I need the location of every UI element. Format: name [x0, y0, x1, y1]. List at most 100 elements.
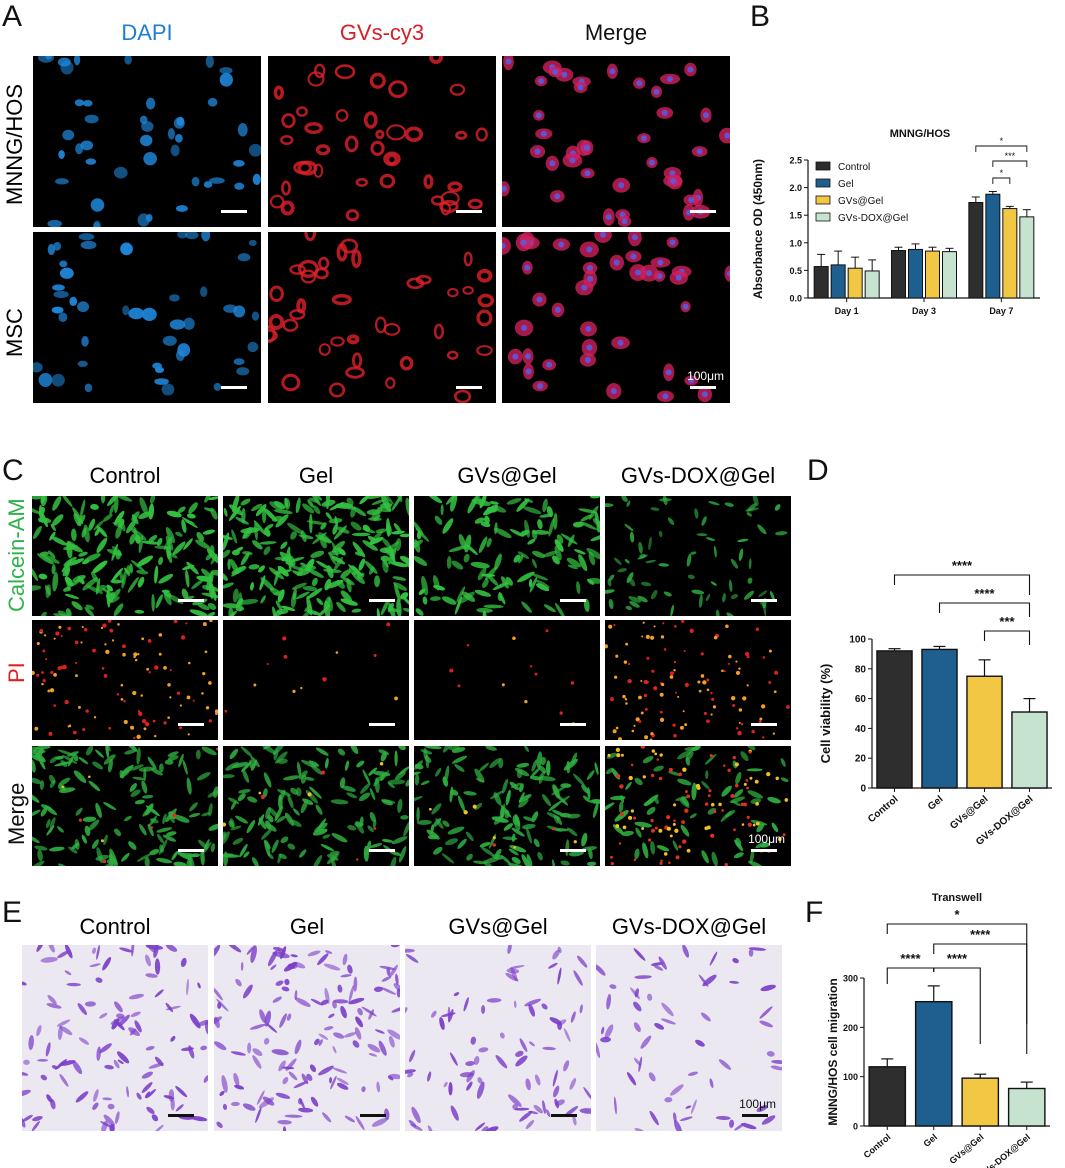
significance-bracket	[933, 943, 1028, 1054]
micrograph-c-r3-c1	[32, 746, 218, 866]
scale-bar	[369, 599, 395, 602]
x-tick-label: Day 3	[912, 306, 936, 316]
bar-gvs-gel-day-3	[925, 250, 940, 299]
bar-gel-day-1	[830, 264, 846, 299]
column-title-gel-e: Gel	[289, 914, 325, 939]
y-tick-label: 2.5	[789, 156, 802, 166]
scale-bar	[551, 1114, 577, 1117]
significance-bracket	[886, 923, 1028, 1024]
x-tick-label: Gel	[921, 1132, 939, 1149]
scale-bar-label: 100μm	[739, 1097, 776, 1111]
significance-bracket	[938, 602, 1031, 617]
significance-bracket	[893, 574, 1031, 595]
scale-bar	[690, 386, 716, 389]
significance-bracket	[992, 177, 1011, 184]
scale-bar	[751, 849, 777, 852]
column-title-gvs-cy3: GVs-cy3	[339, 20, 425, 45]
scale-bar	[178, 723, 204, 726]
bar-gvs-dox-gel	[1007, 1087, 1046, 1127]
panel-label-a: A	[2, 0, 23, 33]
micrograph-a-r1-c2	[268, 56, 496, 227]
micrograph-e-c2	[214, 945, 400, 1131]
bar-gvs-gel	[966, 675, 1003, 789]
y-tick-label: 1.5	[789, 211, 802, 221]
y-tick-label: 300	[843, 974, 858, 984]
column-title-merge: Merge	[584, 20, 648, 45]
bar-control	[876, 650, 913, 789]
bar-gvs-dox-gel-day-1	[864, 270, 880, 299]
legend-label: Control	[838, 162, 870, 173]
micrograph-c-r2-c4	[605, 620, 791, 740]
y-tick-label: 60	[855, 694, 867, 705]
micrograph-a-r2-c1	[33, 232, 261, 403]
y-tick-label: 0	[860, 784, 866, 795]
micrograph-e-c3	[405, 945, 591, 1131]
bar-gvs-gel	[961, 1077, 1000, 1127]
x-tick-label: Control	[862, 1132, 893, 1160]
y-tick-label: 40	[855, 724, 867, 735]
row-title-merge-c: Merge	[4, 782, 29, 845]
column-title-control-c: Control	[89, 463, 161, 488]
bar-gvs-dox-gel-day-3	[942, 251, 957, 299]
scale-bar	[560, 599, 586, 602]
legend-label: Gel	[838, 179, 854, 190]
scale-bar	[178, 599, 204, 602]
micrograph-e-c4: 100μm	[596, 945, 782, 1131]
micrograph-c-r2-c3	[414, 620, 600, 740]
scale-bar	[178, 849, 204, 852]
row-title-calcein-am: Calcein-AM	[4, 498, 29, 612]
micrograph-a-r1-c3	[502, 56, 730, 227]
y-tick-label: 0.0	[789, 294, 802, 304]
chart-title: Transwell	[932, 892, 982, 904]
significance-label: ***	[1005, 151, 1016, 161]
bar-control-day-1	[813, 266, 829, 299]
bar-control-day-3	[891, 250, 906, 299]
y-tick-label: 0	[853, 1122, 858, 1132]
y-tick-label: 20	[855, 754, 867, 765]
significance-label: ****	[947, 951, 968, 966]
bar-control	[868, 1066, 907, 1127]
bar-gvs-gel-day-7	[1002, 208, 1018, 299]
micrograph-c-r2-c1	[32, 620, 218, 740]
bar-gvs-gel-day-1	[847, 267, 863, 299]
scale-bar-label: 100μm	[748, 832, 785, 846]
significance-label: ****	[900, 951, 921, 966]
scale-bar	[456, 386, 482, 389]
legend-label: GVs-DOX@Gel	[838, 213, 908, 224]
significance-bracket	[933, 967, 981, 1044]
bar-gvs-dox-gel	[1011, 711, 1048, 789]
significance-label: *	[1000, 168, 1004, 178]
column-title-gvs-dox-gel-c: GVs-DOX@Gel	[620, 463, 776, 488]
significance-label: ****	[974, 586, 995, 601]
column-title-gel-c: Gel	[298, 463, 334, 488]
scale-bar	[751, 723, 777, 726]
row-title-pi: PI	[4, 662, 29, 683]
row-title-mnng-hos: MNNG/HOS	[2, 84, 27, 205]
row-title-msc: MSC	[2, 308, 27, 357]
x-tick-label: Control	[866, 794, 900, 825]
micrograph-c-r1-c3	[414, 496, 600, 616]
chart-title: MNNG/HOS	[890, 128, 951, 140]
panel-label-b: B	[750, 0, 771, 33]
scale-bar	[168, 1114, 194, 1117]
micrograph-a-r2-c3: 100μm	[502, 232, 730, 403]
micrograph-c-r1-c4	[605, 496, 791, 616]
scale-bar-label: 100μm	[687, 369, 724, 383]
panel-label-c: C	[2, 454, 24, 487]
x-tick-label: Day 7	[989, 306, 1013, 316]
scale-bar	[690, 210, 716, 213]
x-tick-label: GVs@Gel	[947, 1132, 985, 1166]
y-axis-label: Cell viability (%)	[818, 664, 833, 764]
legend-swatch	[815, 195, 831, 205]
scale-bar	[221, 210, 247, 213]
bar-control-day-7	[968, 202, 984, 299]
y-axis-label: MNNG/HOS cell migration	[826, 978, 840, 1125]
y-tick-label: 1.0	[789, 238, 802, 248]
column-title-gvs-dox-gel-e: GVs-DOX@Gel	[611, 914, 767, 939]
scale-bar	[369, 849, 395, 852]
column-title-gvs-gel-c: GVs@Gel	[457, 463, 557, 488]
scale-bar	[456, 210, 482, 213]
bar-gel	[921, 648, 958, 789]
y-tick-label: 200	[843, 1023, 858, 1033]
